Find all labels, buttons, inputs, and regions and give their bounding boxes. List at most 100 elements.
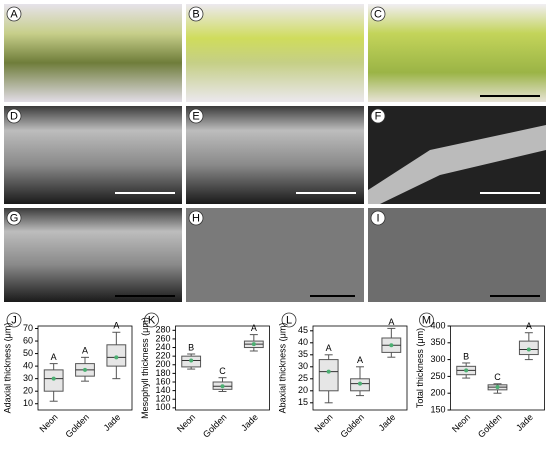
y-tick-label: 70 bbox=[23, 323, 33, 333]
y-axis-label: Abaxial thickness (μm) bbox=[277, 323, 287, 414]
y-tick-label: 150 bbox=[430, 404, 445, 414]
significance-letter: A bbox=[251, 323, 257, 333]
panel-label: H bbox=[192, 212, 200, 224]
significance-letter: A bbox=[357, 355, 363, 365]
y-tick-label: 260 bbox=[155, 333, 170, 343]
y-tick-label: 200 bbox=[155, 359, 170, 369]
x-tick-label: Jade bbox=[102, 412, 123, 433]
x-tick-label: Neon bbox=[450, 412, 472, 434]
panel-badge bbox=[188, 210, 204, 226]
image bbox=[4, 106, 182, 204]
panel-badge bbox=[188, 6, 204, 22]
y-tick-label: 200 bbox=[430, 388, 445, 398]
panel-label: G bbox=[10, 212, 19, 224]
plot-frame bbox=[175, 325, 270, 411]
median-point bbox=[51, 376, 56, 381]
panel-label: B bbox=[192, 8, 199, 20]
y-axis-label: Mesophyll thickness (μm) bbox=[140, 317, 150, 419]
significance-letter: C bbox=[219, 366, 226, 376]
significance-letter: A bbox=[526, 321, 532, 331]
plot-frame bbox=[37, 325, 133, 411]
y-tick-label: 20 bbox=[23, 386, 33, 396]
y-tick-label: 35 bbox=[298, 349, 308, 359]
y-tick-label: 400 bbox=[430, 320, 445, 330]
image bbox=[4, 208, 182, 302]
significance-letter: A bbox=[388, 317, 394, 327]
median-point bbox=[358, 381, 362, 386]
y-axis-label: Adaxial thickness (μm) bbox=[2, 323, 12, 414]
y-tick-label: 220 bbox=[155, 351, 170, 361]
y-tick-label: 40 bbox=[298, 337, 308, 347]
y-tick-label: 280 bbox=[155, 325, 170, 335]
y-tick-label: 350 bbox=[430, 337, 445, 347]
y-tick-label: 60 bbox=[23, 335, 33, 345]
box bbox=[318, 359, 339, 392]
panel-label: J bbox=[11, 314, 17, 326]
panel-badge bbox=[370, 6, 386, 22]
y-tick-label: 25 bbox=[298, 373, 308, 383]
x-tick-label: Jade bbox=[239, 412, 260, 433]
median-point bbox=[83, 367, 87, 372]
y-tick-label: 140 bbox=[155, 385, 170, 395]
significance-letter: A bbox=[51, 352, 57, 362]
panel-label: K bbox=[148, 314, 156, 326]
y-tick-label: 120 bbox=[155, 394, 170, 404]
panel-badge bbox=[6, 210, 22, 226]
y-tick-label: 160 bbox=[155, 376, 170, 386]
panel-badge bbox=[419, 312, 434, 328]
y-tick-label: 240 bbox=[155, 342, 170, 352]
y-tick-label: 30 bbox=[23, 373, 33, 383]
median-point bbox=[251, 342, 256, 347]
panel-label: M bbox=[422, 314, 431, 326]
y-tick-label: 15 bbox=[298, 397, 308, 407]
median-point bbox=[326, 369, 331, 374]
x-tick-label: Neon bbox=[37, 412, 59, 434]
panel-badge bbox=[188, 108, 204, 124]
panel-badge bbox=[6, 312, 22, 328]
y-tick-label: 50 bbox=[23, 348, 33, 358]
y-axis-label: Total thickness (μm) bbox=[415, 328, 425, 408]
panel-label: D bbox=[10, 110, 18, 122]
image bbox=[186, 208, 364, 302]
panel-badge bbox=[6, 6, 22, 22]
panel-badge bbox=[6, 108, 22, 124]
y-tick-label: 180 bbox=[155, 368, 170, 378]
x-tick-label: Neon bbox=[175, 412, 197, 434]
median-point bbox=[189, 358, 194, 363]
x-tick-label: Golden bbox=[338, 412, 366, 440]
panel-label: C bbox=[374, 8, 382, 20]
significance-letter: C bbox=[494, 372, 501, 382]
leaf-section bbox=[368, 125, 546, 204]
y-tick-label: 300 bbox=[430, 354, 445, 364]
significance-letter: B bbox=[188, 342, 194, 352]
panel-badge bbox=[370, 210, 386, 226]
image bbox=[186, 4, 364, 102]
panel-label: I bbox=[376, 212, 379, 224]
image bbox=[4, 4, 182, 102]
median-point bbox=[464, 368, 469, 373]
micrographs bbox=[4, 4, 546, 302]
significance-letter: B bbox=[463, 351, 469, 361]
image bbox=[368, 208, 546, 302]
plot-frame bbox=[450, 325, 545, 411]
x-tick-label: Golden bbox=[63, 412, 91, 440]
median-point bbox=[526, 347, 531, 352]
x-tick-label: Golden bbox=[476, 412, 504, 440]
median-point bbox=[220, 384, 225, 389]
y-tick-label: 20 bbox=[298, 385, 308, 395]
plot-frame bbox=[312, 325, 408, 411]
y-tick-label: 100 bbox=[155, 402, 170, 412]
median-point bbox=[389, 343, 394, 348]
significance-letter: A bbox=[113, 321, 119, 331]
image bbox=[368, 4, 546, 102]
panel-badge bbox=[144, 312, 159, 328]
y-tick-label: 30 bbox=[298, 361, 308, 371]
median-point bbox=[495, 385, 500, 390]
panel-label: A bbox=[10, 8, 18, 20]
panel-label: E bbox=[192, 110, 199, 122]
panel-badge bbox=[370, 108, 386, 124]
panel-badge bbox=[281, 312, 297, 328]
significance-letter: A bbox=[82, 346, 88, 356]
